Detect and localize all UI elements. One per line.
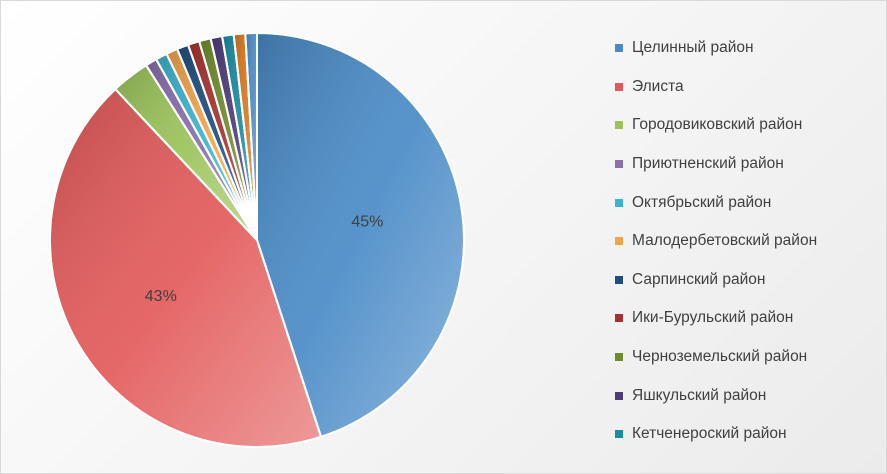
- legend-item: Кетченероский район: [615, 415, 880, 454]
- legend-swatch: [615, 82, 623, 91]
- legend-swatch: [615, 121, 623, 130]
- legend-swatch: [615, 237, 623, 246]
- legend: Целинный район Элиста Городовиковский райо…: [615, 29, 880, 454]
- legend-label: Элиста: [632, 77, 684, 95]
- legend-item: Малодербетовский район: [615, 222, 880, 261]
- legend-label: Кетченероский район: [632, 425, 787, 443]
- legend-swatch: [615, 275, 623, 284]
- legend-label: Сарпинский район: [632, 270, 766, 288]
- legend-swatch: [615, 198, 623, 207]
- legend-swatch: [615, 314, 623, 323]
- legend-label: Черноземельский район: [632, 348, 808, 366]
- legend-label: Октябрьский район: [632, 193, 772, 211]
- legend-label: Целинный район: [632, 39, 754, 57]
- pie-labels: 45% 43%: [145, 214, 384, 305]
- legend-label: Малодербетовский район: [632, 232, 818, 250]
- legend-item: Городовиковский район: [615, 106, 880, 145]
- pie-slices: [49, 31, 465, 448]
- legend-swatch: [615, 160, 623, 169]
- legend-item: Целинный район: [615, 29, 880, 68]
- legend-label: Ики-Бурульский район: [632, 309, 794, 327]
- pie-data-label-1: 43%: [145, 288, 177, 305]
- legend-item: Ики-Бурульский район: [615, 299, 880, 338]
- legend-label: Городовиковский район: [632, 116, 803, 134]
- legend-item: Яшкульский район: [615, 376, 880, 415]
- pie-data-label-0: 45%: [351, 214, 383, 231]
- legend-item: Сарпинский район: [615, 261, 880, 300]
- legend-swatch: [615, 391, 623, 400]
- pie-slice-shade-1: [49, 87, 323, 448]
- legend-swatch: [615, 353, 623, 362]
- legend-label: Приютненский район: [632, 155, 784, 173]
- pie-slice-shade-12: [244, 31, 258, 241]
- legend-item: Приютненский район: [615, 145, 880, 184]
- legend-label: Яшкульский район: [632, 386, 767, 404]
- legend-item: Октябрьский район: [615, 183, 880, 222]
- pie-slice-shade-0: [256, 31, 465, 439]
- legend-item: Элиста: [615, 68, 880, 107]
- legend-swatch: [615, 44, 623, 53]
- legend-item: Черноземельский район: [615, 338, 880, 377]
- legend-swatch: [615, 430, 623, 439]
